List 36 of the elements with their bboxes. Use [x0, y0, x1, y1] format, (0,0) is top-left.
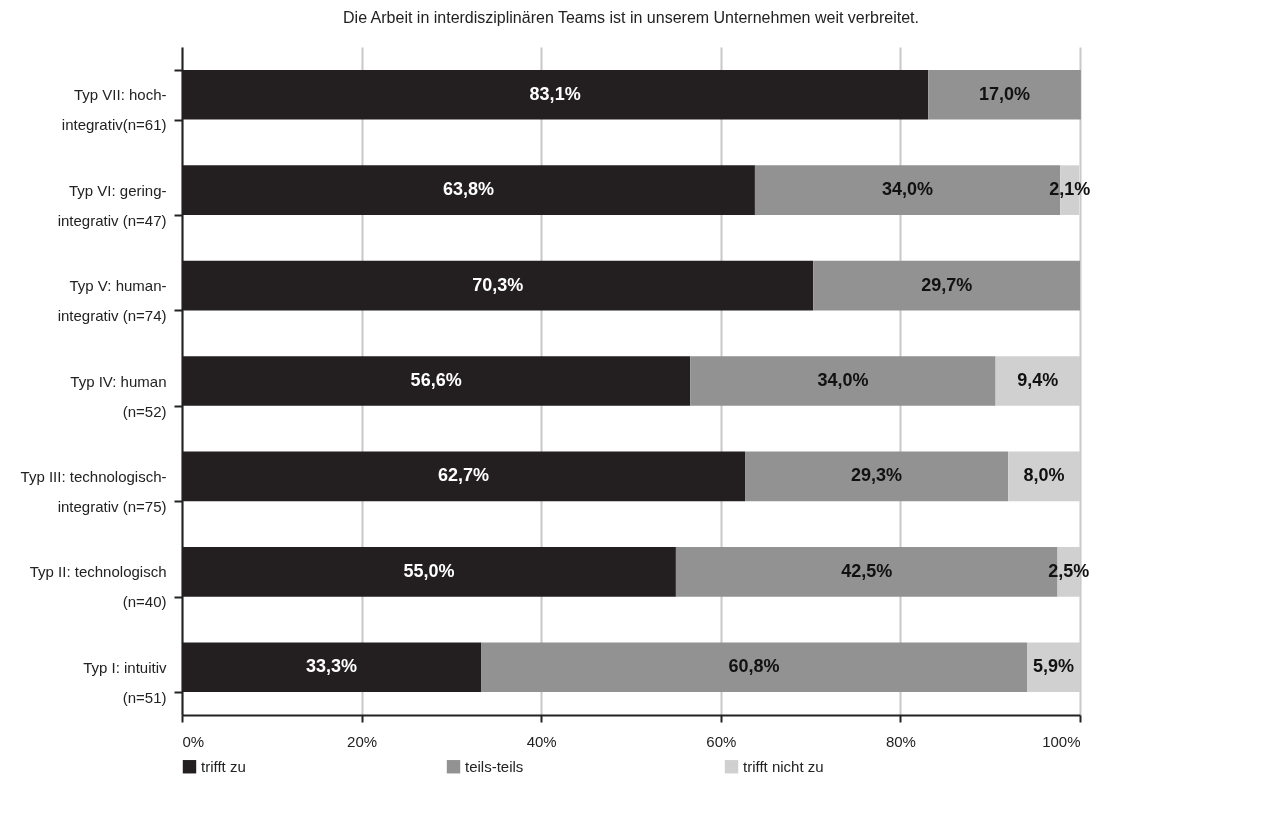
y-tick-label: Typ I: intuitiv (n=51): [83, 658, 167, 706]
x-tick-label: 80%: [885, 732, 916, 750]
data-label: 63,8%: [442, 179, 494, 200]
data-label: 2,5%: [1048, 560, 1090, 581]
data-label: 42,5%: [841, 560, 893, 581]
data-label: 17,0%: [979, 83, 1031, 104]
y-tick-label: Typ IV: human (n=52): [70, 372, 167, 420]
data-label: 29,3%: [851, 465, 903, 486]
legend-label: trifft zu: [201, 757, 246, 775]
data-label: 8,0%: [1023, 465, 1065, 486]
y-tick-label: Typ III: technologisch- integrativ (n=75): [20, 467, 167, 515]
x-tick-label: 0%: [182, 732, 205, 750]
data-label: 60,8%: [728, 656, 780, 677]
data-label: 9,4%: [1017, 370, 1059, 390]
data-label: 83,1%: [529, 83, 581, 104]
y-tick-label: Typ V: human- integrativ (n=74): [57, 277, 167, 325]
data-label: 2,1%: [1049, 179, 1091, 200]
chart-title: Die Arbeit in interdisziplinären Teams ist in unserem Unternehmen weit verbreitet.: [343, 9, 919, 26]
data-label: 62,7%: [438, 465, 490, 486]
legend-label: trifft nicht zu: [743, 757, 824, 775]
data-label: 70,3%: [472, 274, 524, 295]
y-tick-label: Typ II: technologisch (n=40): [29, 563, 167, 611]
x-tick-label: 60%: [706, 732, 737, 750]
x-tick-label: 40%: [526, 732, 557, 750]
data-label: 56,6%: [410, 370, 462, 390]
x-tick-label: 100%: [1042, 732, 1081, 750]
legend-label: teils-teils: [465, 757, 524, 775]
x-tick-label: 20%: [347, 732, 378, 750]
data-label: 34,0%: [882, 179, 934, 200]
data-label: 33,3%: [305, 656, 358, 677]
y-tick-label: Typ VI: gering- integrativ (n=47): [57, 181, 167, 229]
data-label: 55,0%: [403, 560, 455, 581]
data-label: 29,7%: [921, 274, 973, 295]
y-tick-label: Typ VII: hoch- integrativ(n=61): [61, 86, 167, 134]
data-label: 5,9%: [1032, 656, 1075, 677]
data-label: 34,0%: [817, 370, 869, 390]
